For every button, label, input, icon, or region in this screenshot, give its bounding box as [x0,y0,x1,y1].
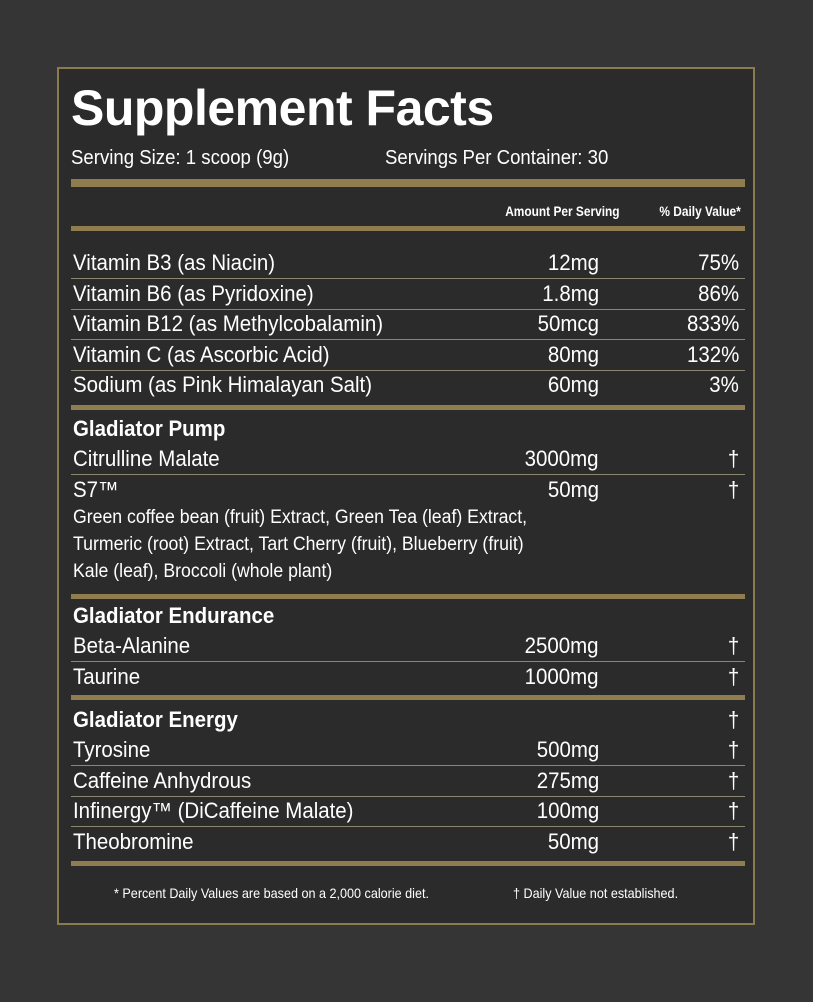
ingredient-name: Theobromine [73,829,194,854]
row-divider [71,826,745,827]
row-divider [71,474,745,475]
ingredient-amount: 1000mg [525,664,599,689]
row-divider [71,339,745,340]
dv-header: % Daily Value* [659,203,741,219]
ingredient-row: Taurine 1000mg † [73,662,739,692]
s7-description-line: Kale (leaf), Broccoli (whole plant) [73,561,333,582]
ingredient-name: S7™ [73,477,119,502]
nutrient-dv: 833% [686,311,739,336]
nutrient-row: Vitamin B3 (as Niacin) 12mg 75% [73,248,739,278]
serving-size: Serving Size: 1 scoop (9g) [71,147,290,169]
nutrient-amount: 80mg [547,342,599,367]
ingredient-amount: 500mg [536,737,599,762]
nutrient-dv: 86% [698,281,739,306]
servings-per-container: Servings Per Container: 30 [385,147,609,169]
row-divider [71,796,745,797]
ingredient-dv: † [727,633,739,658]
divider [71,179,745,187]
nutrient-amount: 1.8mg [542,281,599,306]
section-heading-endurance: Gladiator Endurance [73,601,739,631]
divider [71,405,745,410]
nutrient-dv: 75% [698,250,739,275]
ingredient-amount: 3000mg [525,446,599,471]
ingredient-row: Beta-Alanine 2500mg † [73,631,739,661]
ingredient-name: Tyrosine [73,737,151,762]
supplement-facts-panel: Supplement Facts Serving Size: 1 scoop (… [57,67,755,925]
divider [71,594,745,599]
divider [71,861,745,866]
ingredient-name: Caffeine Anhydrous [73,768,252,793]
ingredient-amount: 50mg [547,829,599,854]
ingredient-name: Taurine [73,664,141,689]
nutrient-amount: 50mcg [537,311,599,336]
ingredient-row: Theobromine 50mg † [73,827,739,857]
ingredient-name: Citrulline Malate [73,446,220,471]
ingredient-name: Infinergy™ (DiCaffeine Malate) [73,798,354,823]
nutrient-name: Vitamin B3 (as Niacin) [73,250,276,275]
nutrient-amount: 60mg [547,372,599,397]
section-title: Gladiator Pump [73,416,226,441]
nutrient-row: Vitamin B12 (as Methylcobalamin) 50mcg 833… [73,309,739,339]
nutrient-name: Vitamin B12 (as Methylcobalamin) [73,311,384,336]
section-heading-energy: Gladiator Energy † [73,705,739,735]
nutrient-name: Sodium (as Pink Himalayan Salt) [73,372,373,397]
ingredient-dv: † [727,664,739,689]
divider [71,695,745,700]
section-title: Gladiator Endurance [73,603,275,628]
nutrient-name: Vitamin B6 (as Pyridoxine) [73,281,314,306]
ingredient-row: Caffeine Anhydrous 275mg † [73,766,739,796]
nutrient-row: Vitamin B6 (as Pyridoxine) 1.8mg 86% [73,279,739,309]
ingredient-row: Infinergy™ (DiCaffeine Malate) 100mg † [73,796,739,826]
ingredient-amount: 275mg [536,768,599,793]
nutrient-name: Vitamin C (as Ascorbic Acid) [73,342,330,367]
ingredient-dv: † [727,477,739,502]
row-divider [71,765,745,766]
ingredient-row: S7™ 50mg † [73,475,739,505]
ingredient-dv: † [727,829,739,854]
divider [71,226,745,231]
nutrient-dv: 132% [686,342,739,367]
ingredient-dv: † [727,446,739,471]
nutrient-amount: 12mg [547,250,599,275]
title: Supplement Facts [71,80,494,136]
footnote-dagger: † Daily Value not established. [513,885,679,901]
footnote-daily-values: * Percent Daily Values are based on a 2,… [114,885,429,901]
section-heading-pump: Gladiator Pump [73,414,739,444]
row-divider [71,309,745,310]
ingredient-dv: † [727,798,739,823]
ingredient-amount: 2500mg [525,633,599,658]
ingredient-amount: 50mg [547,477,599,502]
ingredient-amount: 100mg [536,798,599,823]
nutrient-dv: 3% [709,372,739,397]
section-dv: † [727,707,739,732]
ingredient-row: Citrulline Malate 3000mg † [73,444,739,474]
ingredient-row: Tyrosine 500mg † [73,735,739,765]
ingredient-name: Beta-Alanine [73,633,191,658]
ingredient-dv: † [727,737,739,762]
amount-header: Amount Per Serving [505,203,620,219]
row-divider [71,278,745,279]
s7-description-line: Green coffee bean (fruit) Extract, Green… [73,507,528,528]
ingredient-dv: † [727,768,739,793]
nutrient-row: Vitamin C (as Ascorbic Acid) 80mg 132% [73,340,739,370]
row-divider [71,661,745,662]
section-title: Gladiator Energy [73,707,238,732]
nutrient-row: Sodium (as Pink Himalayan Salt) 60mg 3% [73,370,739,400]
row-divider [71,370,745,371]
s7-description-line: Turmeric (root) Extract, Tart Cherry (fr… [73,534,524,555]
